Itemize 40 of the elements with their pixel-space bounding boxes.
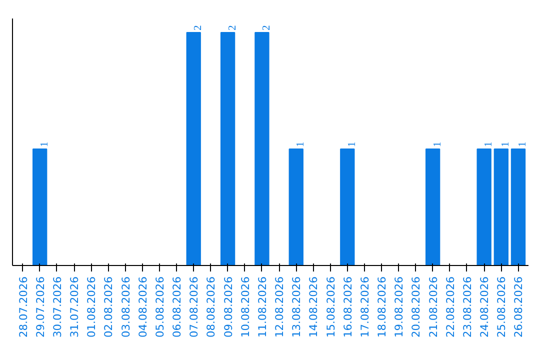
x-tick-label: 26.08.2026 bbox=[512, 276, 526, 338]
x-tick-label: 22.08.2026 bbox=[444, 276, 457, 338]
x-tick-label: 07.08.2026 bbox=[188, 276, 201, 338]
x-tick-label: 14.08.2026 bbox=[307, 276, 320, 338]
data-label: 1 bbox=[39, 142, 50, 147]
data-label: 2 bbox=[193, 25, 204, 30]
data-label: 1 bbox=[500, 142, 512, 147]
x-tick-label: 20.08.2026 bbox=[410, 276, 423, 338]
x-tick-label: 03.08.2026 bbox=[119, 276, 132, 338]
data-label: 2 bbox=[227, 25, 238, 30]
data-label: 1 bbox=[484, 142, 495, 147]
x-tick-label: 21.08.2026 bbox=[426, 276, 440, 338]
data-label: 1 bbox=[296, 142, 307, 147]
x-tick-label: 25.08.2026 bbox=[495, 276, 508, 338]
x-tick-label: 12.08.2026 bbox=[273, 276, 286, 338]
x-tick-label: 16.08.2026 bbox=[341, 276, 354, 338]
x-tick-label: 30.07.2026 bbox=[50, 276, 64, 338]
x-tick-label: 13.08.2026 bbox=[290, 276, 304, 338]
x-tick-label: 11.08.2026 bbox=[256, 276, 269, 338]
data-label: 1 bbox=[346, 142, 358, 147]
x-tick-label: 09.08.2026 bbox=[222, 276, 235, 338]
x-tick-label: 29.07.2026 bbox=[34, 276, 47, 338]
data-label: 2 bbox=[261, 25, 272, 30]
x-tick-label: 28.07.2026 bbox=[16, 276, 30, 338]
x-tick-label: 05.08.2026 bbox=[153, 276, 166, 338]
x-tick-label: 15.08.2026 bbox=[324, 276, 338, 338]
x-tick-label: 23.08.2026 bbox=[460, 276, 474, 338]
x-tick-label: 18.08.2026 bbox=[376, 276, 389, 338]
x-tick-label: 17.08.2026 bbox=[358, 276, 372, 338]
x-tick-label: 04.08.2026 bbox=[136, 276, 150, 338]
x-tick-label: 31.07.2026 bbox=[68, 276, 82, 338]
x-tick-label: 10.08.2026 bbox=[238, 276, 252, 338]
data-label: 1 bbox=[432, 142, 444, 147]
data-label: 1 bbox=[518, 142, 529, 147]
x-tick-label: 08.08.2026 bbox=[204, 276, 218, 338]
x-tick-label: 06.08.2026 bbox=[170, 276, 184, 338]
x-tick-label: 02.08.2026 bbox=[102, 276, 116, 338]
x-tick-label: 19.08.2026 bbox=[392, 276, 406, 338]
x-tick-label: 01.08.2026 bbox=[85, 276, 98, 338]
x-tick-label: 24.08.2026 bbox=[478, 276, 492, 338]
